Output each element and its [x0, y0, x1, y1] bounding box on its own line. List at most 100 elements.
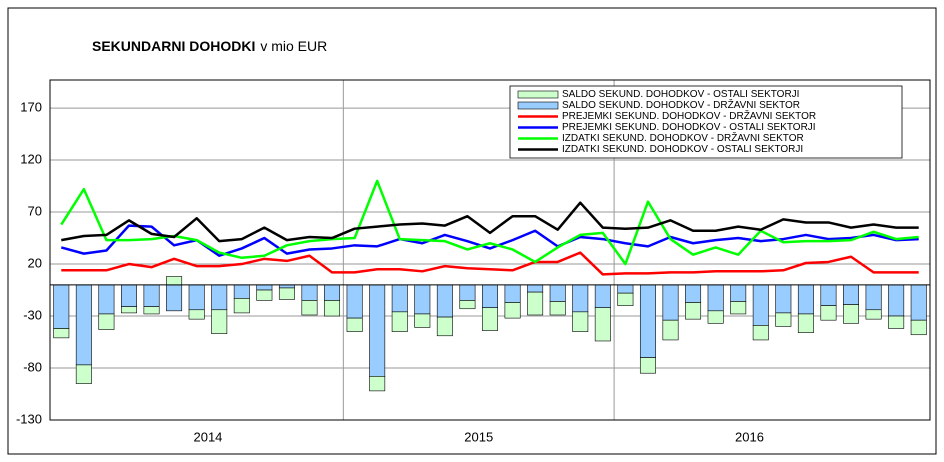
bar [256, 284, 273, 291]
legend-label: PREJEMKI SEKUND. DOHODKOV - DRŽAVNI SEKT… [562, 109, 816, 122]
y-tick-label: 120 [20, 151, 42, 166]
bar [278, 287, 295, 300]
bar [775, 284, 792, 314]
bar [594, 284, 611, 309]
bar [685, 284, 702, 303]
bar [843, 304, 859, 324]
bar [572, 311, 589, 332]
legend-label: SALDO SEKUND. DOHODKOV - OSTALI SEKTORJI [562, 89, 799, 100]
title-unit: v mio EUR [260, 38, 327, 54]
y-tick-label: 20 [28, 255, 42, 270]
bar [211, 284, 228, 311]
bar [436, 284, 453, 318]
bar [188, 284, 205, 311]
legend-label: IZDATKI SEKUND. DOHODKOV - DRŽAVNI SEKTO… [562, 131, 804, 144]
bar [662, 284, 679, 321]
bar [324, 300, 341, 317]
bar [639, 357, 656, 374]
bar [459, 284, 476, 301]
bar [75, 364, 92, 384]
series-line [61, 201, 919, 243]
legend-box [509, 85, 903, 159]
bar [53, 284, 70, 329]
bar [143, 306, 160, 315]
bar [797, 284, 814, 315]
bar [685, 302, 702, 320]
bar [617, 284, 634, 294]
bar [504, 284, 521, 303]
plot-frame [49, 79, 931, 421]
bar [143, 284, 160, 307]
bar [482, 284, 498, 309]
bar [707, 284, 724, 312]
bar [98, 313, 115, 330]
bar [504, 302, 521, 319]
bar [820, 284, 837, 306]
legend-label: PREJEMKI SEKUND. DOHODKOV - OSTALI SEKTO… [562, 122, 816, 133]
bar [572, 284, 589, 313]
y-tick-label: -30 [23, 307, 42, 322]
legend-swatch [517, 90, 559, 99]
bar [256, 289, 273, 301]
bar [549, 301, 566, 316]
bar [121, 284, 137, 307]
bar [391, 284, 408, 313]
bar [617, 292, 634, 306]
bar [166, 276, 183, 286]
x-tick-label: 2015 [464, 429, 493, 444]
bar [820, 305, 837, 321]
bar [910, 284, 927, 321]
bar [752, 325, 769, 341]
bar [527, 284, 544, 293]
bar [436, 316, 453, 337]
bar [730, 301, 747, 315]
bar [865, 309, 882, 320]
bar [797, 313, 814, 333]
bar [166, 284, 183, 312]
bar [414, 284, 431, 315]
bar [482, 307, 498, 331]
bar [53, 328, 70, 339]
x-tick-label: 2016 [735, 429, 764, 444]
bar [527, 291, 544, 316]
bar [121, 306, 137, 314]
bar [188, 309, 205, 320]
bar [459, 300, 476, 310]
bar [414, 313, 431, 328]
bar [888, 315, 905, 329]
legend-swatch [517, 101, 559, 110]
bar [843, 284, 859, 305]
bar [301, 284, 318, 301]
bar [865, 284, 882, 311]
legend-label: SALDO SEKUND. DOHODKOV - DRŽAVNI SEKTOR [562, 98, 800, 111]
bar [75, 284, 92, 366]
series-line [61, 251, 919, 276]
bar [324, 284, 341, 301]
y-tick-label: 170 [20, 100, 42, 115]
bar [910, 319, 927, 336]
bar [707, 310, 724, 324]
y-tick-label: 70 [28, 203, 42, 218]
bar [888, 284, 905, 317]
bar [775, 312, 792, 327]
bar [391, 311, 408, 332]
bar [752, 284, 769, 326]
bar [211, 309, 228, 335]
bar [369, 284, 386, 377]
bar [98, 284, 115, 315]
x-tick-label: 2014 [193, 429, 222, 444]
bar [301, 300, 318, 316]
legend: SALDO SEKUND. DOHODKOV - OSTALI SEKTORJI… [509, 85, 903, 159]
bar [549, 284, 566, 302]
chart-title: SEKUNDARNI DOHODKI v mio EUR [92, 38, 327, 54]
bar [594, 307, 611, 342]
bar [639, 284, 656, 358]
series-line [60, 179, 919, 266]
bar [730, 284, 747, 302]
bar [346, 317, 363, 332]
bar [662, 319, 679, 341]
bar [369, 376, 386, 392]
bar [233, 284, 250, 299]
